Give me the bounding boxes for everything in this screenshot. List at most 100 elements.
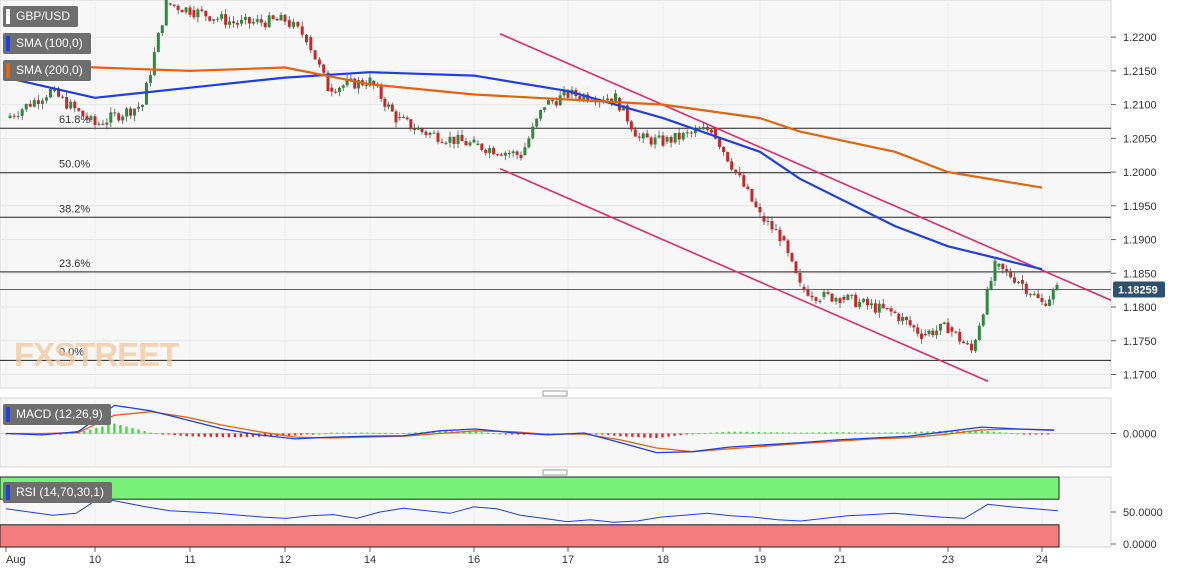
candle-body [93,116,97,125]
candle-body [271,15,275,19]
candle-body [854,294,858,307]
macd-swatch [6,407,10,422]
candle-body [935,330,939,336]
legend-rsi-label: RSI (14,70,30,1) [16,485,105,499]
macd-histogram-bar [968,430,971,434]
candle-body [985,289,989,315]
macd-histogram-bar [414,432,417,434]
macd-histogram-bar [227,433,231,438]
macd-histogram-bar [932,431,935,434]
candle-body [889,308,893,312]
macd-histogram-bar [805,432,809,434]
x-tick-label: 17 [562,554,574,566]
legend-sma200[interactable]: SMA (200,0) [3,60,91,81]
candle-body [693,129,697,134]
candle-body [582,94,586,100]
macd-histogram-bar [396,432,399,434]
legend-rsi[interactable]: RSI (14,70,30,1) [3,482,113,503]
candle-body [452,136,456,144]
candle-body [950,327,954,332]
candle-body [689,132,693,134]
legend-sma200-label: SMA (200,0) [16,63,83,77]
candle-body [125,108,129,117]
legend-sma100[interactable]: SMA (100,0) [3,33,91,54]
candle-body [176,5,180,11]
candle-body [49,89,52,98]
candle-body [511,151,515,154]
macd-histogram-bar [866,432,869,434]
candle-body [228,21,232,25]
macd-histogram-bar [715,432,718,434]
candle-body [364,84,368,86]
legend-macd-label: MACD (12,26,9) [16,407,103,421]
candle-body [220,14,224,19]
macd-histogram-bar [1010,433,1014,435]
macd-histogram-bar [215,433,219,437]
candle-body [456,134,460,144]
macd-histogram-bar [655,433,658,439]
macd-histogram-bar [992,431,995,434]
candle-body [641,133,645,139]
x-tick-label: 21 [834,554,846,566]
macd-histogram-bar [823,432,827,434]
candle-body [196,9,200,18]
macd-histogram-bar [311,433,315,435]
macd-histogram-bar [89,429,92,434]
candle-body [283,14,287,22]
candle-body [472,139,476,143]
macd-histogram-bar [914,431,917,434]
macd-histogram-bar [498,433,502,435]
candle-body [172,4,176,6]
macd-histogram-bar [751,431,755,434]
candle-body [794,261,798,274]
candle-body [946,322,950,334]
price-y-tick-label: 1.1750 [1123,336,1157,348]
candle-body [1051,290,1055,300]
macd-histogram-bar [317,433,321,435]
candle-body [754,201,758,207]
legend-symbol[interactable]: GBP/USD [3,6,79,27]
macd-histogram-bar [685,433,688,435]
candle-body [32,100,36,107]
macd-histogram-bar [956,430,959,434]
candle-body [137,106,141,109]
candle-body [782,236,786,241]
macd-histogram-bar [787,432,791,434]
macd-histogram-bar [330,432,333,434]
candle-body [966,343,970,345]
macd-histogram-bar [835,432,839,434]
candle-body [69,101,73,109]
macd-histogram-bar [757,432,761,434]
fib-level-label: 23.6% [59,258,90,270]
macd-histogram-bar [516,433,520,435]
macd-histogram-bar [504,433,508,435]
macd-histogram-bar [167,433,170,435]
candle-body [904,317,908,321]
candle-body [931,330,935,336]
candle-body [65,96,69,109]
legend-sma100-label: SMA (100,0) [16,36,83,50]
candle-body [550,100,554,102]
rsi-y-tick-label: 50.0000 [1123,507,1163,519]
macd-histogram-bar [920,431,923,434]
candle-body [1001,263,1005,269]
candle-body [337,87,341,93]
candle-body [885,308,889,310]
candle-body [901,317,905,322]
candle-body [710,129,713,133]
macd-histogram-bar [299,433,303,435]
legend-macd[interactable]: MACD (12,26,9) [3,404,111,425]
candle-body [317,59,321,65]
candle-body [326,72,330,92]
macd-histogram-bar [896,432,899,434]
candle-body [515,151,519,155]
candle-body [405,117,409,120]
price-y-tick-label: 1.2050 [1123,133,1157,145]
candle-body [353,78,357,89]
macd-histogram-bar [354,432,357,434]
candle-body [578,96,582,100]
candle-body [243,17,247,20]
candle-body [168,3,172,5]
candle-body [766,220,770,222]
